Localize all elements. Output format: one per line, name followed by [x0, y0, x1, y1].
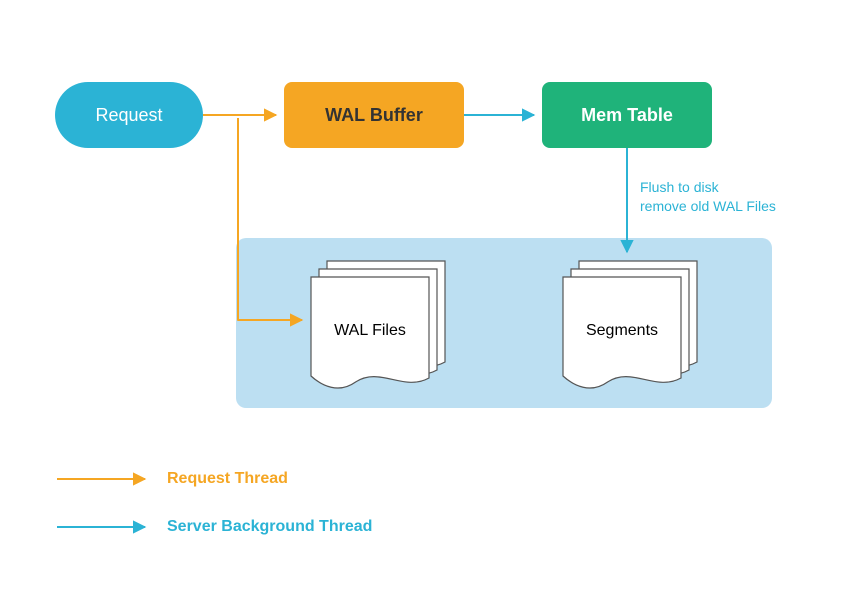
legend-arrow-icon: [55, 472, 157, 486]
request-label: Request: [95, 105, 162, 126]
legend-arrow-icon: [55, 520, 157, 534]
mem-table-node: Mem Table: [542, 82, 712, 148]
request-node: Request: [55, 82, 203, 148]
wal-buffer-label: WAL Buffer: [325, 105, 423, 126]
wal-files-stack: WAL Files: [310, 260, 446, 396]
flush-annotation: Flush to disk remove old WAL Files: [640, 178, 776, 216]
legend-server-label: Server Background Thread: [167, 518, 372, 536]
file-stack-label: WAL Files: [310, 322, 430, 340]
mem-table-label: Mem Table: [581, 105, 673, 126]
wal-buffer-node: WAL Buffer: [284, 82, 464, 148]
file-stack-label: Segments: [562, 322, 682, 340]
diagram-canvas: Request WAL Buffer Mem Table WAL Files S…: [0, 0, 858, 598]
flush-line2: remove old WAL Files: [640, 197, 776, 216]
legend-request-label: Request Thread: [167, 470, 288, 488]
legend-server-thread: Server Background Thread: [55, 518, 372, 536]
legend-request-thread: Request Thread: [55, 470, 288, 488]
segments-stack: Segments: [562, 260, 698, 396]
flush-line1: Flush to disk: [640, 178, 776, 197]
